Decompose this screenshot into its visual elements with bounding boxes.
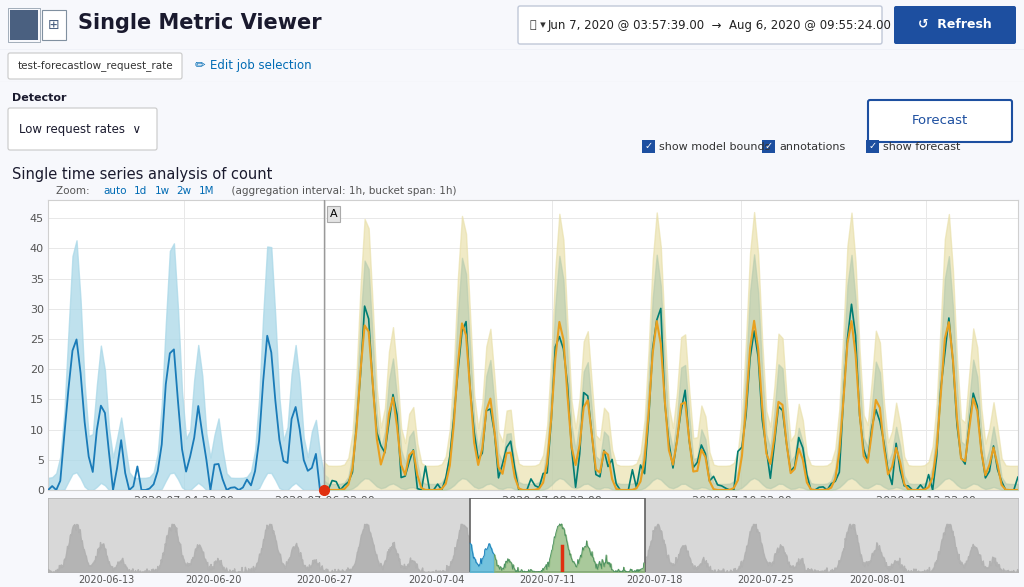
Text: show forecast: show forecast <box>883 141 961 151</box>
FancyBboxPatch shape <box>894 6 1016 44</box>
Text: Forecast: Forecast <box>912 114 968 127</box>
Text: 1M: 1M <box>199 185 214 195</box>
Text: Single Metric Viewer: Single Metric Viewer <box>78 13 322 33</box>
Text: test-forecastlow_request_rate: test-forecastlow_request_rate <box>17 60 173 72</box>
Text: ✓: ✓ <box>868 141 877 151</box>
Text: Single time series analysis of count: Single time series analysis of count <box>12 167 272 183</box>
Bar <box>470 498 644 572</box>
FancyBboxPatch shape <box>518 6 882 44</box>
FancyBboxPatch shape <box>868 100 1012 142</box>
Text: Zoom:: Zoom: <box>56 185 93 195</box>
Text: 2w: 2w <box>176 185 191 195</box>
Text: ✏: ✏ <box>195 59 206 73</box>
Text: Low request rates  ∨: Low request rates ∨ <box>18 123 141 136</box>
Bar <box>10 10 38 40</box>
Text: Detector: Detector <box>12 93 67 103</box>
FancyBboxPatch shape <box>8 53 182 79</box>
Text: 📅 ▾: 📅 ▾ <box>530 20 546 30</box>
Text: show model bounds: show model bounds <box>659 141 770 151</box>
Text: ✓: ✓ <box>765 141 772 151</box>
Text: A: A <box>330 209 338 219</box>
Text: Edit job selection: Edit job selection <box>210 59 311 73</box>
Text: Jun 7, 2020 @ 03:57:39.00  →  Aug 6, 2020 @ 09:55:24.00: Jun 7, 2020 @ 03:57:39.00 → Aug 6, 2020 … <box>548 19 892 32</box>
Text: auto: auto <box>103 185 127 195</box>
Text: ✓: ✓ <box>644 141 652 151</box>
Text: 1d: 1d <box>133 185 146 195</box>
Text: ⊞: ⊞ <box>48 18 59 32</box>
Text: ↺  Refresh: ↺ Refresh <box>919 19 992 32</box>
Bar <box>8 8 40 42</box>
Text: (aggregation interval: 1h, bucket span: 1h): (aggregation interval: 1h, bucket span: … <box>224 185 456 195</box>
Bar <box>642 140 655 153</box>
Text: 1w: 1w <box>155 185 170 195</box>
Bar <box>42 10 66 40</box>
Bar <box>762 140 775 153</box>
Text: annotations: annotations <box>779 141 845 151</box>
FancyBboxPatch shape <box>8 108 157 150</box>
Bar <box>866 140 879 153</box>
